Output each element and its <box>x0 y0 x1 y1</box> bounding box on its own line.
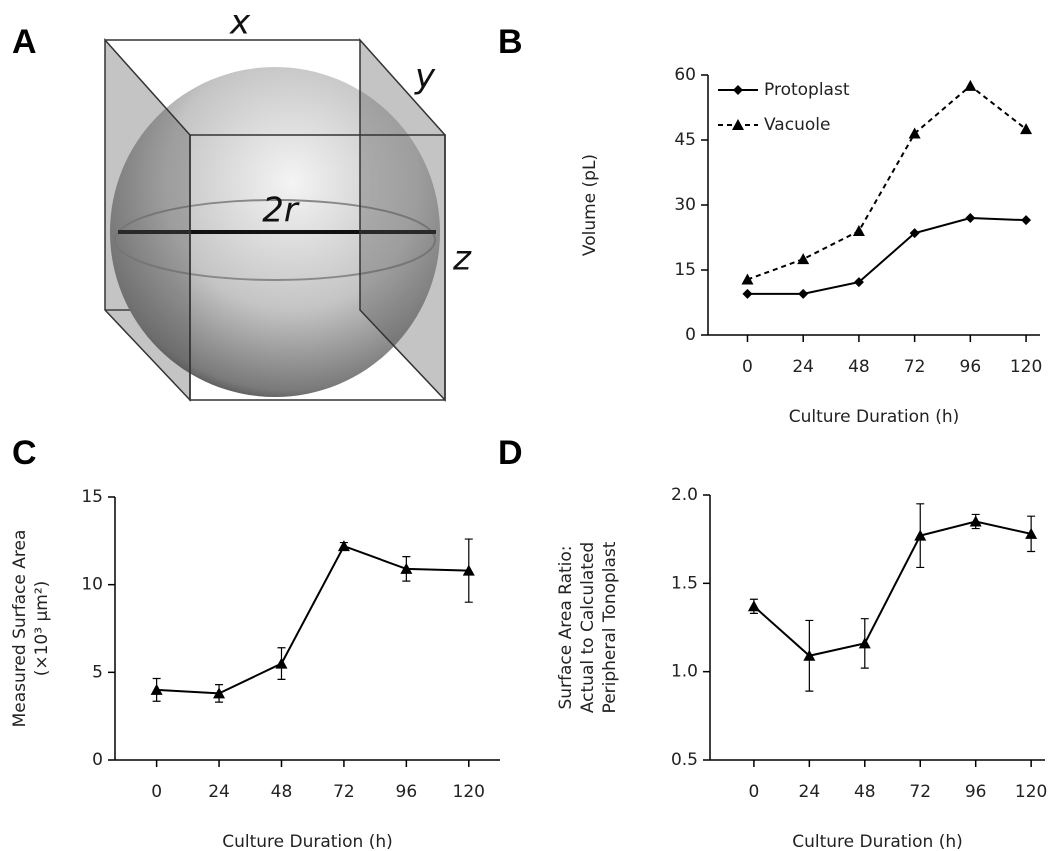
y-tick-label: 10 <box>81 575 103 595</box>
marker <box>859 637 871 648</box>
y-tick-label: 0 <box>92 750 103 770</box>
x-tick-label: 0 <box>748 782 759 802</box>
y-tick-label: 1.0 <box>671 662 698 682</box>
x-tick-label: 48 <box>848 357 870 377</box>
y-tick-label: 0.5 <box>671 750 698 770</box>
marker <box>970 516 982 527</box>
x-tick-label: 48 <box>854 782 876 802</box>
left-face <box>105 40 190 400</box>
marker <box>909 128 921 139</box>
marker <box>748 600 760 611</box>
x-tick-label: 0 <box>742 357 753 377</box>
y-label: y <box>414 57 436 97</box>
x-tick-label: 120 <box>453 782 485 802</box>
panel-letter: A <box>12 23 37 61</box>
series-line <box>747 218 1026 294</box>
y-tick-label: 45 <box>674 130 696 150</box>
legend-marker <box>732 119 744 130</box>
x-tick-label: 24 <box>799 782 821 802</box>
y-axis-title: Volume (pL) <box>580 154 600 256</box>
x-tick-label: 0 <box>151 782 162 802</box>
marker <box>964 80 976 91</box>
x-tick-label: 96 <box>960 357 982 377</box>
legend-label: Protoplast <box>764 80 850 100</box>
legend-label: Vacuole <box>764 115 830 135</box>
y-tick-label: 15 <box>81 487 103 507</box>
x-tick-label: 24 <box>208 782 230 802</box>
series-line <box>754 522 1031 656</box>
legend-marker <box>733 85 743 95</box>
x-axis-title: Culture Duration (h) <box>222 832 393 851</box>
panel-letter: B <box>498 23 523 61</box>
x-axis-title: Culture Duration (h) <box>789 407 960 427</box>
marker <box>798 289 808 299</box>
y-axis-title: Actual to Calculated <box>578 542 598 713</box>
figure: A x y z 2r B 0 15 30 45 60 0 24 48 72 96 120 Culture… <box>0 0 1061 851</box>
x-tick-label: 120 <box>1010 357 1042 377</box>
x-tick-label: 96 <box>965 782 987 802</box>
marker <box>797 253 809 264</box>
marker <box>853 225 865 236</box>
marker <box>965 213 975 223</box>
diagram-a: A x y z 2r <box>12 3 472 401</box>
x-tick-label: 120 <box>1015 782 1047 802</box>
x-axis-title: Culture Duration (h) <box>792 832 963 851</box>
y-tick-label: 2.0 <box>671 485 698 505</box>
marker <box>1021 215 1031 225</box>
marker <box>338 540 350 551</box>
y-axis-title: Peripheral Tonoplast <box>600 541 620 713</box>
y-tick-label: 15 <box>674 260 696 280</box>
x-tick-label: 24 <box>792 357 814 377</box>
z-label: z <box>452 239 472 279</box>
y-tick-label: 30 <box>674 195 696 215</box>
x-tick-label: 96 <box>396 782 418 802</box>
y-axis-title: Surface Area Ratio: <box>556 545 576 709</box>
y-tick-label: 0 <box>685 325 696 345</box>
y-tick-label: 5 <box>92 662 103 682</box>
x-tick-label: 72 <box>904 357 926 377</box>
y-tick-label: 1.5 <box>671 573 698 593</box>
diameter-label: 2r <box>262 191 300 231</box>
series-line <box>157 546 469 693</box>
marker <box>275 658 287 669</box>
y-axis-title: (×10³ μm²) <box>32 581 52 677</box>
panel-letter: C <box>12 434 37 472</box>
x-tick-label: 72 <box>909 782 931 802</box>
y-axis-title: Measured Surface Area <box>10 530 30 728</box>
x-label: x <box>229 3 251 43</box>
y-tick-label: 60 <box>674 65 696 85</box>
panel-letter: D <box>498 434 523 472</box>
x-tick-label: 72 <box>333 782 355 802</box>
x-tick-label: 48 <box>271 782 293 802</box>
marker <box>742 289 752 299</box>
